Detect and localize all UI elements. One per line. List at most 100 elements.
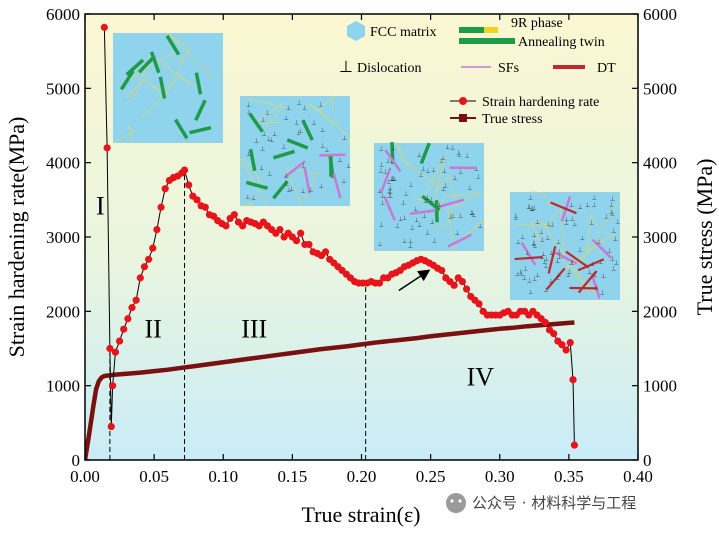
dislocation-symbol: ⊥ <box>429 196 434 203</box>
microstructure-inset: ⊥⊥⊥⊥⊥⊥⊥⊥⊥⊥⊥⊥⊥⊥⊥⊥⊥⊥⊥⊥⊥⊥⊥⊥⊥⊥⊥⊥⊥⊥⊥⊥⊥⊥⊥⊥⊥⊥⊥⊥… <box>374 141 485 252</box>
dislocation-symbol: ⊥ <box>569 260 574 267</box>
strain-hardening-rate-point <box>115 337 124 345</box>
dislocation-symbol: ⊥ <box>609 202 614 209</box>
strain-hardening-rate-point <box>120 325 128 333</box>
strain-hardening-rate-point <box>106 344 114 353</box>
inset-feature <box>286 138 309 150</box>
x-tick-label: 0.35 <box>554 467 584 486</box>
dislocation-symbol: ⊥ <box>267 171 272 178</box>
dislocation-symbol: ⊥ <box>388 188 393 195</box>
dislocation-symbol: ⊥ <box>301 163 306 170</box>
legend-sfs: SFs <box>498 61 519 76</box>
dislocation-symbol: ⊥ <box>546 221 551 228</box>
strain-hardening-rate-point <box>450 281 458 289</box>
inset-feature <box>379 167 392 193</box>
dislocation-symbol: ⊥ <box>319 183 324 190</box>
inset-feature <box>384 149 402 173</box>
strain-hardening-rate-point <box>438 266 446 275</box>
dislocation-symbol: ⊥ <box>566 272 571 279</box>
dislocation-symbol: ⊥ <box>388 193 393 200</box>
grain-boundary <box>253 102 285 124</box>
inset-feature <box>590 273 601 299</box>
hardening-legend-marker <box>459 97 467 105</box>
dislocation-symbol: ⊥ <box>283 115 288 122</box>
strain-hardening-rate-point <box>458 278 467 286</box>
inset-feature <box>149 51 161 74</box>
dislocation-symbol: ⊥ <box>535 219 540 226</box>
dislocation-symbol: ⊥ <box>557 254 562 261</box>
dislocation-symbol: ⊥ <box>377 241 382 248</box>
strain-hardening-rate-point <box>297 229 305 237</box>
strain-hardening-rate-point <box>140 263 149 271</box>
dislocation-symbol: ⊥ <box>545 235 550 242</box>
inset-feature <box>165 34 181 56</box>
grain-boundary <box>432 192 482 232</box>
grain-boundary <box>450 220 485 249</box>
inset-matrix <box>240 96 350 206</box>
dislocation-symbol: ⊥ <box>516 239 521 246</box>
strain-hardening-rate-point <box>239 222 247 230</box>
twin-icon-bar-1 <box>459 27 484 33</box>
dislocation-symbol: ⊥ <box>592 202 597 209</box>
dislocation-symbol: ⊥ <box>592 272 597 279</box>
inset-feature <box>328 155 335 179</box>
grain-boundary <box>112 124 136 144</box>
x-tick-label: 0.00 <box>70 467 100 486</box>
dislocation-symbol: ⊥ <box>596 239 601 246</box>
dislocation-symbol: ⊥ <box>246 151 251 158</box>
dislocation-symbol: ⊥ <box>378 168 383 175</box>
dislocation-symbol: ⊥ <box>556 239 561 246</box>
dislocation-symbol: ⊥ <box>387 188 392 195</box>
dislocation-symbol: ⊥ <box>408 182 413 189</box>
strain-hardening-rate-point <box>475 300 483 308</box>
dislocation-symbol: ⊥ <box>532 276 537 283</box>
watermark-text: 公众号 · 材料科学与工程 <box>472 494 636 512</box>
y-left-tick-label: 6000 <box>46 5 80 24</box>
inset-feature <box>173 118 189 140</box>
legend-9r-phase: 9R phase <box>511 16 563 31</box>
inset-feature <box>447 233 472 248</box>
strain-hardening-rate-point <box>462 285 471 293</box>
grain-boundary <box>396 142 441 189</box>
dislocation-symbol: ⊥ <box>548 278 553 285</box>
strain-hardening-rate-point <box>570 441 579 449</box>
dislocation-symbol: ⊥ <box>259 165 264 172</box>
strain-hardening-rate-point <box>230 211 238 219</box>
dislocation-symbol: ⊥ <box>413 206 418 213</box>
x-tick-label: 0.10 <box>208 467 238 486</box>
strain-hardening-rate-point <box>124 315 132 323</box>
dislocation-symbol: ⊥ <box>379 161 384 168</box>
dislocation-symbol: ⊥ <box>308 186 313 193</box>
inset-feature <box>303 167 311 194</box>
dislocation-symbol: ⊥ <box>614 260 619 267</box>
dislocation-symbol: ⊥ <box>422 213 427 220</box>
inset-feature <box>301 119 314 141</box>
dislocation-symbol: ⊥ <box>456 150 461 157</box>
dislocation-symbol: ⊥ <box>391 144 396 151</box>
legend-true-stress: True stress <box>482 112 543 127</box>
y-right-tick-label: 5000 <box>643 79 677 98</box>
dislocation-symbol: ⊥ <box>260 145 265 152</box>
dislocation-symbol: ⊥ <box>448 214 453 221</box>
dislocation-symbol: ⊥ <box>531 240 536 247</box>
dislocation-symbol: ⊥ <box>540 254 545 261</box>
dislocation-symbol: ⊥ <box>476 173 481 180</box>
strain-hardening-rate-point <box>201 203 209 211</box>
watermark: 公众号 · 材料科学与工程 <box>446 493 636 513</box>
grain-boundary <box>530 191 552 209</box>
grain-boundary <box>433 174 458 207</box>
strain-hardening-rate-point <box>100 23 108 31</box>
dislocation-symbol: ⊥ <box>391 176 396 183</box>
grain-boundary <box>141 78 168 118</box>
dislocation-symbol: ⊥ <box>549 221 554 228</box>
dislocation-symbol: ⊥ <box>570 215 575 222</box>
dislocation-symbol: ⊥ <box>383 169 388 176</box>
dislocation-symbol: ⊥ <box>346 163 351 170</box>
dislocation-symbol: ⊥ <box>522 275 527 282</box>
grain-boundary <box>167 32 214 79</box>
strain-hardening-rate-point <box>107 422 115 431</box>
dislocation-symbol: ⊥ <box>431 167 436 174</box>
dislocation-symbol: ⊥ <box>549 250 554 257</box>
dislocation-symbol: ⊥ <box>585 202 590 209</box>
dislocation-symbol: ⊥ <box>543 287 548 294</box>
